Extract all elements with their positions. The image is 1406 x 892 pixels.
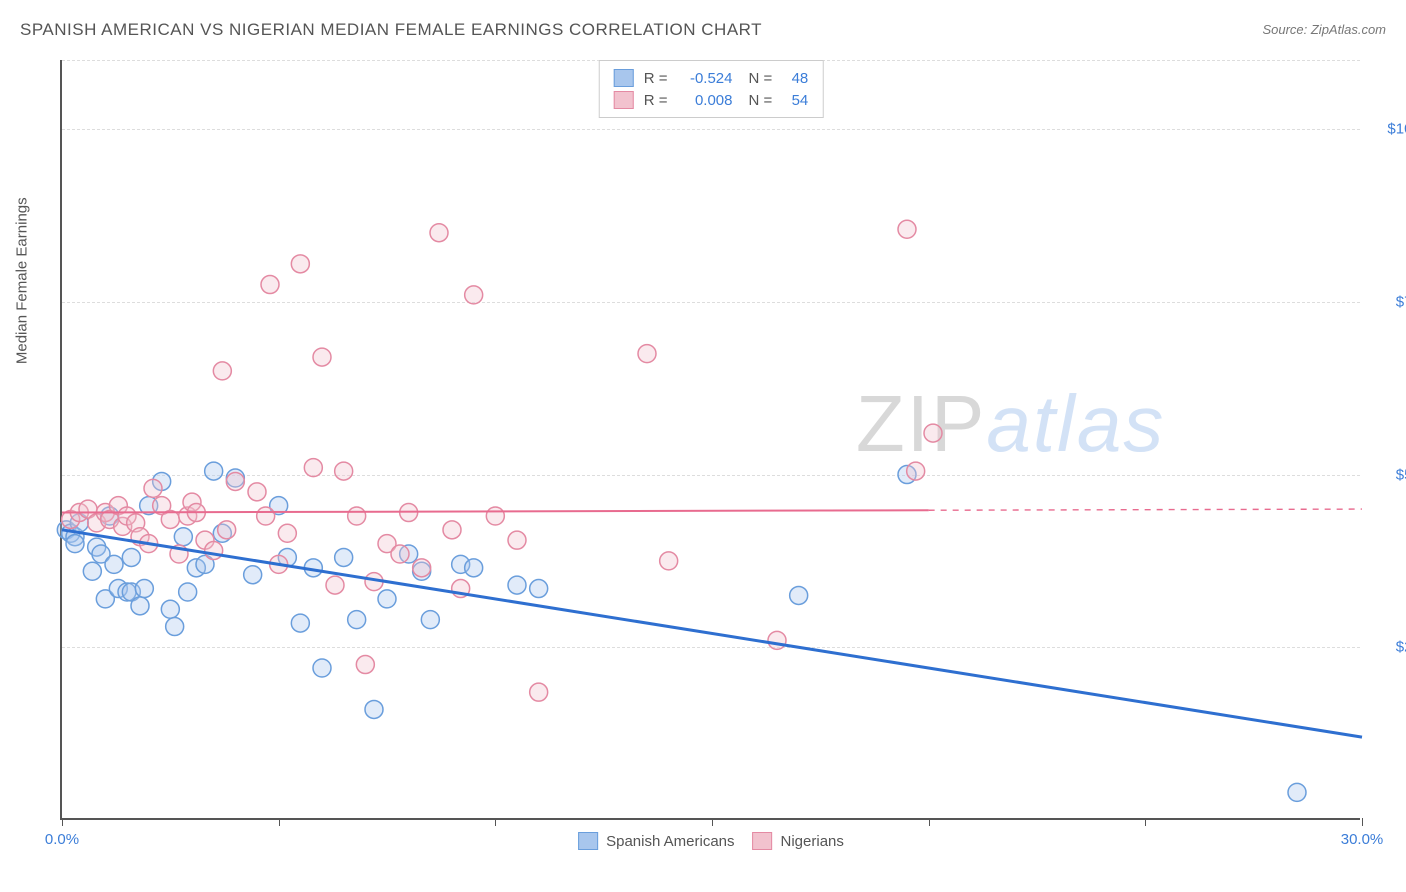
correlation-legend: R = -0.524 N = 48 R = 0.008 N = 54 bbox=[599, 60, 824, 118]
y-tick-label: $25,000 bbox=[1370, 639, 1406, 656]
data-point bbox=[348, 507, 366, 525]
legend-item-0: Spanish Americans bbox=[578, 832, 734, 850]
x-tick bbox=[1362, 818, 1363, 826]
x-tick bbox=[279, 818, 280, 826]
data-point bbox=[335, 462, 353, 480]
r-value: 0.008 bbox=[678, 92, 733, 109]
data-point bbox=[356, 656, 374, 674]
data-point bbox=[443, 521, 461, 539]
data-point bbox=[413, 559, 431, 577]
data-point bbox=[326, 576, 344, 594]
data-point bbox=[508, 576, 526, 594]
series-legend: Spanish Americans Nigerians bbox=[578, 832, 844, 850]
data-point bbox=[161, 600, 179, 618]
data-point bbox=[174, 528, 192, 546]
data-point bbox=[465, 286, 483, 304]
data-point bbox=[66, 535, 84, 553]
swatch-icon bbox=[614, 69, 634, 87]
r-label: R = bbox=[644, 70, 668, 87]
data-point bbox=[135, 580, 153, 598]
legend-label: Nigerians bbox=[781, 833, 844, 850]
data-point bbox=[179, 583, 197, 601]
data-point bbox=[530, 580, 548, 598]
data-point bbox=[226, 472, 244, 490]
x-tick bbox=[495, 818, 496, 826]
n-label: N = bbox=[749, 92, 773, 109]
regression-line-dashed bbox=[929, 509, 1362, 510]
r-value: -0.524 bbox=[678, 70, 733, 87]
data-point bbox=[248, 483, 266, 501]
data-point bbox=[508, 531, 526, 549]
n-value: 54 bbox=[782, 92, 808, 109]
x-tick-label: 0.0% bbox=[45, 831, 79, 848]
data-point bbox=[530, 683, 548, 701]
x-tick bbox=[712, 818, 713, 826]
y-tick-label: $75,000 bbox=[1370, 293, 1406, 310]
n-value: 48 bbox=[782, 70, 808, 87]
swatch-icon bbox=[614, 91, 634, 109]
data-point bbox=[486, 507, 504, 525]
data-point bbox=[105, 555, 123, 573]
data-point bbox=[790, 586, 808, 604]
data-point bbox=[898, 220, 916, 238]
data-point bbox=[205, 542, 223, 560]
legend-item-1: Nigerians bbox=[753, 832, 844, 850]
y-axis-label: Median Female Earnings bbox=[14, 197, 31, 364]
data-point bbox=[378, 590, 396, 608]
data-point bbox=[205, 462, 223, 480]
data-point bbox=[1288, 783, 1306, 801]
data-point bbox=[365, 700, 383, 718]
data-point bbox=[131, 597, 149, 615]
correlation-legend-row-0: R = -0.524 N = 48 bbox=[614, 67, 809, 89]
data-point bbox=[348, 611, 366, 629]
x-tick bbox=[1145, 818, 1146, 826]
scatter-svg bbox=[62, 60, 1362, 820]
data-point bbox=[261, 276, 279, 294]
data-point bbox=[924, 424, 942, 442]
data-point bbox=[430, 224, 448, 242]
data-point bbox=[304, 459, 322, 477]
plot-area: Median Female Earnings $25,000$50,000$75… bbox=[60, 60, 1360, 820]
data-point bbox=[122, 548, 140, 566]
swatch-icon bbox=[578, 832, 598, 850]
data-point bbox=[391, 545, 409, 563]
data-point bbox=[313, 659, 331, 677]
data-point bbox=[291, 614, 309, 632]
swatch-icon bbox=[753, 832, 773, 850]
chart-title: SPANISH AMERICAN VS NIGERIAN MEDIAN FEMA… bbox=[20, 20, 762, 40]
x-tick bbox=[929, 818, 930, 826]
data-point bbox=[257, 507, 275, 525]
data-point bbox=[291, 255, 309, 273]
data-point bbox=[335, 548, 353, 566]
data-point bbox=[144, 479, 162, 497]
y-tick-label: $100,000 bbox=[1370, 121, 1406, 138]
data-point bbox=[166, 618, 184, 636]
data-point bbox=[907, 462, 925, 480]
data-point bbox=[278, 524, 296, 542]
source-attribution: Source: ZipAtlas.com bbox=[1262, 22, 1386, 37]
data-point bbox=[218, 521, 236, 539]
data-point bbox=[213, 362, 231, 380]
data-point bbox=[638, 345, 656, 363]
data-point bbox=[421, 611, 439, 629]
n-label: N = bbox=[749, 70, 773, 87]
data-point bbox=[465, 559, 483, 577]
regression-line bbox=[62, 530, 1362, 737]
data-point bbox=[660, 552, 678, 570]
correlation-legend-row-1: R = 0.008 N = 54 bbox=[614, 89, 809, 111]
x-tick bbox=[62, 818, 63, 826]
y-tick-label: $50,000 bbox=[1370, 466, 1406, 483]
legend-label: Spanish Americans bbox=[606, 833, 734, 850]
x-tick-label: 30.0% bbox=[1341, 831, 1384, 848]
r-label: R = bbox=[644, 92, 668, 109]
chart-container: Median Female Earnings $25,000$50,000$75… bbox=[60, 60, 1360, 820]
data-point bbox=[768, 631, 786, 649]
data-point bbox=[244, 566, 262, 584]
data-point bbox=[313, 348, 331, 366]
data-point bbox=[83, 562, 101, 580]
